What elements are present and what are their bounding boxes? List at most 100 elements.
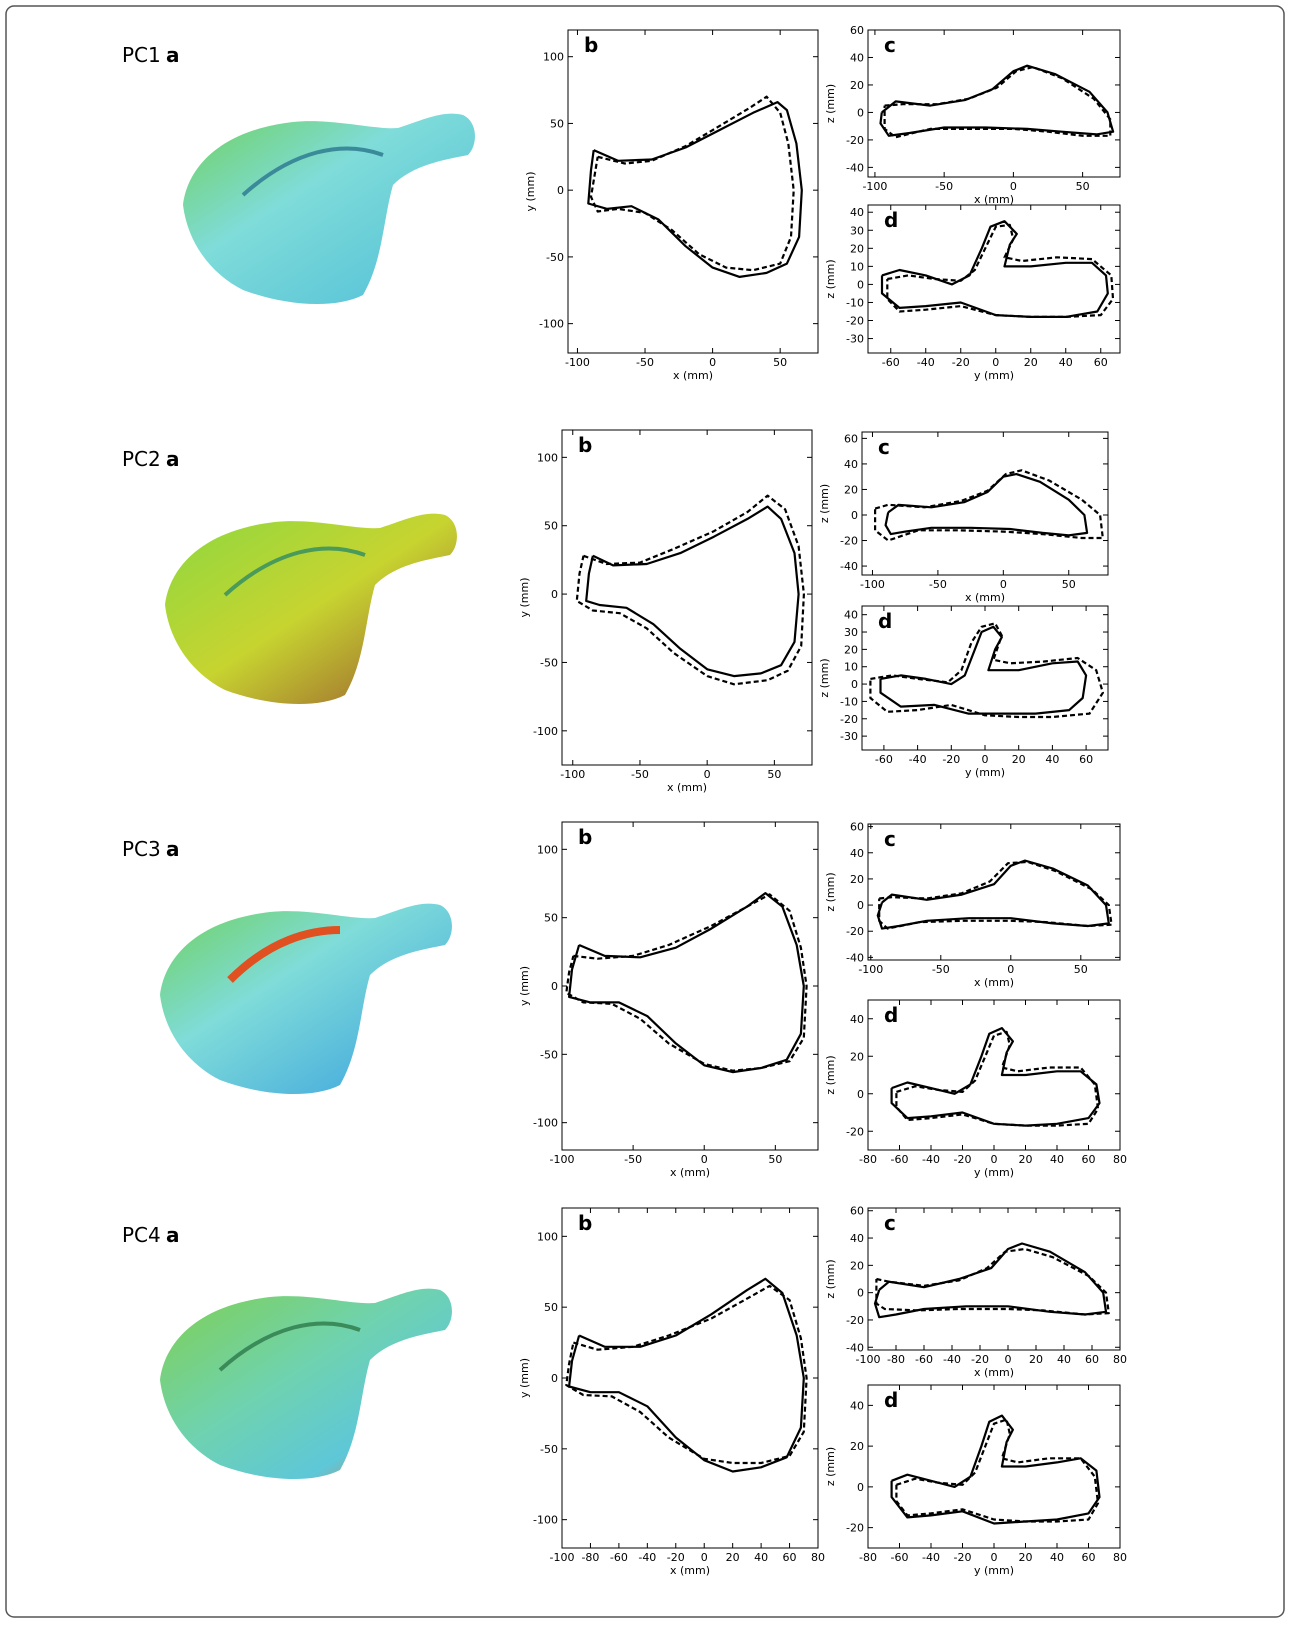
x-tick-label: -60 — [875, 753, 893, 766]
x-tick-label: -20 — [667, 1551, 685, 1564]
x-tick-label: 0 — [1007, 963, 1014, 976]
x-tick-label: 0 — [704, 768, 711, 781]
y-tick-label: 0 — [551, 588, 558, 601]
x-tick-label: 20 — [1029, 1353, 1043, 1366]
y-tick-label: 20 — [850, 1050, 864, 1063]
x-tick-label: -60 — [891, 1551, 909, 1564]
x-tick-label: -80 — [859, 1153, 877, 1166]
x-tick-label: 0 — [709, 356, 716, 369]
x-tick-label: 50 — [773, 356, 787, 369]
panel-label: d — [884, 1388, 898, 1412]
y-tick-label: 10 — [844, 661, 858, 674]
x-tick-label: -20 — [954, 1551, 972, 1564]
plot-frame — [861, 605, 1109, 751]
x-tick-label: 40 — [1057, 1353, 1071, 1366]
y-tick-label: -50 — [546, 251, 564, 264]
contour-line — [878, 860, 1113, 930]
x-tick-label: 0 — [991, 1153, 998, 1166]
row-label: PC1 — [122, 43, 161, 67]
x-tick-label: -100 — [550, 1551, 575, 1564]
y-tick-label: 0 — [857, 899, 864, 912]
x-tick-label: 0 — [701, 1153, 708, 1166]
x-tick-label: -50 — [935, 180, 953, 193]
x-tick-label: -40 — [638, 1551, 656, 1564]
panel-label: b — [584, 33, 598, 57]
x-tick-label: 0 — [1010, 180, 1017, 193]
panel-label: c — [884, 1211, 896, 1235]
render — [160, 903, 452, 1095]
x-tick-label: -100 — [856, 1353, 881, 1366]
y-tick-label: -50 — [540, 1048, 558, 1061]
x-tick-label: -50 — [929, 578, 947, 591]
y-axis-label: z (mm) — [818, 658, 831, 697]
y-tick-label: 40 — [850, 51, 864, 64]
y-axis-label: z (mm) — [824, 1447, 837, 1486]
y-tick-label: 60 — [850, 1205, 864, 1218]
y-axis-label: z (mm) — [824, 84, 837, 123]
x-tick-label: 40 — [1059, 356, 1073, 369]
y-tick-label: -50 — [540, 656, 558, 669]
panel-label: d — [884, 208, 898, 232]
plot-frame — [567, 29, 819, 354]
x-axis-label: x (mm) — [670, 1166, 710, 1179]
contour-line — [886, 223, 1115, 318]
y-axis-label: z (mm) — [824, 259, 837, 298]
x-tick-label: 20 — [726, 1551, 740, 1564]
contour-line — [884, 473, 1089, 537]
panel-letter: a — [166, 837, 180, 861]
y-axis-label: y (mm) — [518, 966, 531, 1006]
x-tick-label: -100 — [550, 1153, 575, 1166]
x-tick-label: -100 — [862, 180, 887, 193]
row-label: PC3 — [122, 837, 161, 861]
y-tick-label: 40 — [850, 847, 864, 860]
x-tick-label: 20 — [1012, 753, 1026, 766]
x-tick-label: 80 — [1113, 1153, 1127, 1166]
contour-line — [895, 1030, 1100, 1127]
x-tick-label: -40 — [917, 356, 935, 369]
y-axis-label: z (mm) — [818, 484, 831, 523]
x-tick-label: 50 — [768, 1153, 782, 1166]
x-tick-label: -40 — [922, 1153, 940, 1166]
x-tick-label: 40 — [754, 1551, 768, 1564]
figure-border — [5, 5, 1285, 1618]
contour-line — [869, 622, 1104, 719]
y-tick-label: -20 — [846, 315, 864, 328]
y-tick-label: 20 — [850, 242, 864, 255]
contour-line — [575, 494, 805, 686]
x-tick-label: -40 — [922, 1551, 940, 1564]
y-tick-label: 20 — [850, 873, 864, 886]
y-tick-label: -20 — [846, 134, 864, 147]
x-axis-label: x (mm) — [974, 193, 1014, 206]
contour-line — [565, 1284, 808, 1465]
y-tick-label: 0 — [857, 1481, 864, 1494]
y-tick-label: 20 — [850, 1440, 864, 1453]
y-axis-label: y (mm) — [518, 1358, 531, 1398]
x-axis-label: y (mm) — [974, 369, 1014, 382]
y-tick-label: -40 — [846, 1341, 864, 1354]
x-tick-label: -80 — [581, 1551, 599, 1564]
x-tick-label: 40 — [1050, 1551, 1064, 1564]
x-axis-label: y (mm) — [974, 1564, 1014, 1577]
x-tick-label: 40 — [1045, 753, 1059, 766]
y-tick-label: 0 — [557, 184, 564, 197]
contour-line — [589, 95, 795, 272]
x-tick-label: -40 — [909, 753, 927, 766]
y-tick-label: -40 — [846, 161, 864, 174]
y-tick-label: 20 — [850, 1259, 864, 1272]
x-tick-label: 80 — [1113, 1551, 1127, 1564]
y-tick-label: 0 — [551, 1372, 558, 1385]
render — [165, 513, 457, 705]
y-tick-label: 60 — [850, 24, 864, 37]
x-axis-label: x (mm) — [670, 1564, 710, 1577]
x-axis-label: y (mm) — [974, 1166, 1014, 1179]
y-tick-label: 40 — [844, 609, 858, 622]
y-tick-label: -40 — [846, 951, 864, 964]
contour-line — [568, 1277, 805, 1473]
y-axis-label: z (mm) — [824, 1259, 837, 1298]
y-tick-label: 20 — [844, 643, 858, 656]
x-tick-label: -100 — [565, 356, 590, 369]
x-tick-label: -40 — [943, 1353, 961, 1366]
plot-frame — [561, 821, 819, 1151]
x-tick-label: 0 — [701, 1551, 708, 1564]
x-tick-label: 60 — [783, 1551, 797, 1564]
